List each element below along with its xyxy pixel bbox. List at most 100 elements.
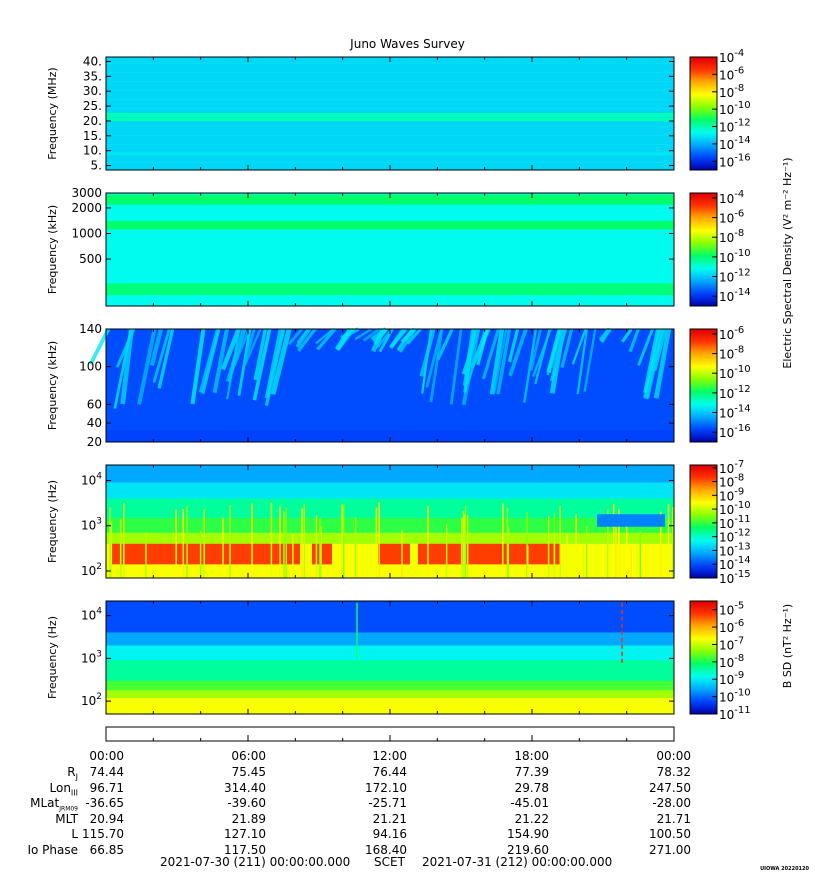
spectral-stripe (106, 63, 674, 64)
emission-streak (425, 328, 443, 388)
emission-streak (406, 328, 422, 345)
ephemeris-value: 314.40 (224, 780, 266, 795)
colorbar-tick-label: 10-10 (719, 248, 751, 265)
emission-streak (297, 328, 317, 352)
ephemeris-value: 77.39 (514, 765, 549, 779)
ephemeris-value: -45.01 (510, 796, 549, 810)
y-axis-label: Frequency (Hz) (46, 480, 59, 563)
emission-streak (643, 328, 664, 400)
y-tick-label: 140 (79, 322, 102, 336)
survey-plot: 40.35.30.25.20.15.10.5. Frequency (MHz) 10… (46, 48, 794, 742)
emission-streak (270, 328, 285, 379)
ephemeris-value: -39.60 (227, 796, 266, 810)
y-tick-label: 15. (83, 129, 102, 143)
institution-stamp: UIOWA 20220120 (760, 866, 809, 872)
footer-scet: SCET (374, 855, 405, 869)
emission-streak (583, 328, 597, 392)
colorbar-tick-label: 10-6 (719, 209, 744, 226)
emission-streak (264, 328, 283, 399)
ephemeris-value: 154.90 (507, 827, 549, 841)
ephemeris-value: -28.00 (652, 796, 691, 810)
spectral-stripe (106, 144, 674, 145)
emission-streak (560, 328, 574, 369)
colorbar-tick-label: 10-14 (719, 135, 751, 152)
emission-streak (243, 328, 262, 367)
emission-streak (253, 328, 268, 381)
ephemeris-row: LonIII 96.71 314.40 172.10 29.78 247.50 (0, 781, 815, 797)
emission-streak (462, 328, 476, 387)
y-tick-label: 20. (83, 114, 102, 128)
colorbar (689, 600, 718, 715)
emission-streak (212, 328, 229, 394)
intense-emission (312, 543, 332, 565)
footer-start-time: 2021-07-30 (211) 00:00:00.000 (160, 855, 351, 869)
y-axis-label: Frequency (kHz) (46, 205, 59, 294)
y-tick-label: 2000 (71, 201, 102, 215)
emission-streak (637, 328, 654, 366)
colorbar-tick-label: 10-6 (719, 325, 744, 342)
intense-emission (418, 543, 560, 565)
emission-streak (400, 327, 416, 343)
colorbar-label: Electric Spectral Density (V² m⁻² Hz⁻¹) (781, 157, 794, 368)
spectral-layer (106, 532, 674, 544)
emission-streak (653, 328, 672, 399)
spectral-stripe (106, 81, 674, 82)
quiet-region (597, 514, 665, 527)
emission-streak (201, 328, 221, 395)
spectral-stripe (106, 117, 674, 118)
emission-streak (295, 327, 312, 348)
spectral-layer (106, 690, 674, 698)
colorbar-tick-label: 10-12 (719, 268, 751, 285)
intense-emission (378, 543, 410, 565)
emission-streak (362, 327, 381, 342)
emission-streak (198, 328, 220, 393)
emission-streak (88, 328, 111, 365)
y-tick-label: 40. (83, 54, 102, 68)
emission-streak (334, 327, 353, 351)
y-tick-label: 100 (79, 360, 102, 374)
ephemeris-value: 75.45 (231, 765, 266, 779)
ephemeris-value: 271.00 (649, 842, 691, 857)
spectrogram-panel-1: 40.35.30.25.20.15.10.5. Frequency (MHz) 10… (46, 48, 751, 173)
time-tick-label: 12:00 (372, 749, 407, 763)
emission-streak (646, 328, 665, 399)
time-axis (105, 726, 675, 742)
colorbar-tick-label: 10-15 (719, 569, 751, 586)
ephemeris-row: MLatJRM09 -36.65 -39.60 -25.71 -45.01 -28.00 (0, 796, 815, 812)
spectral-stripe (106, 135, 674, 136)
emission-streak (489, 328, 505, 395)
colorbar-tick-label: 10-4 (719, 48, 744, 65)
emission-streak (628, 328, 640, 353)
time-tick-label: 00:00 (656, 749, 691, 763)
colorbar-tick-label: 10-9 (719, 670, 744, 687)
y-tick-label: 500 (79, 252, 102, 266)
y-tick-label: 5. (91, 159, 102, 173)
y-axis-label: Frequency (Hz) (46, 616, 59, 699)
spectral-layer (106, 645, 674, 661)
colorbar-tick-label: 10-6 (719, 618, 744, 635)
ephemeris-label: MLatJRM09 (30, 796, 78, 813)
ephemeris-row: L 115.70 127.10 94.16 154.90 100.50 (0, 827, 815, 843)
colorbar-tick-label: 10-16 (719, 152, 751, 169)
colorbar-tick-label: 10-16 (719, 423, 751, 440)
ephemeris-value: -25.71 (368, 796, 407, 810)
emission-streak (507, 328, 520, 363)
spectral-band (106, 283, 674, 296)
emission-streak (576, 328, 588, 395)
y-tick-label: 20 (87, 435, 102, 449)
ephemeris-value: 172.10 (365, 780, 407, 795)
ephemeris-value: 74.44 (89, 765, 124, 779)
y-tick-label: 40 (87, 416, 102, 430)
emission-streak (552, 328, 566, 369)
colorbar-tick-label: 10-10 (719, 100, 751, 117)
emission-streak (492, 328, 508, 394)
spectral-layer (106, 660, 674, 681)
y-tick-label: 25. (83, 99, 102, 113)
emission-streak (449, 328, 463, 405)
spectral-layer (106, 498, 674, 518)
emission-streak (243, 328, 256, 364)
emission-streak (190, 328, 206, 405)
emission-streak (220, 328, 241, 371)
ephemeris-value: 115.70 (82, 827, 124, 841)
